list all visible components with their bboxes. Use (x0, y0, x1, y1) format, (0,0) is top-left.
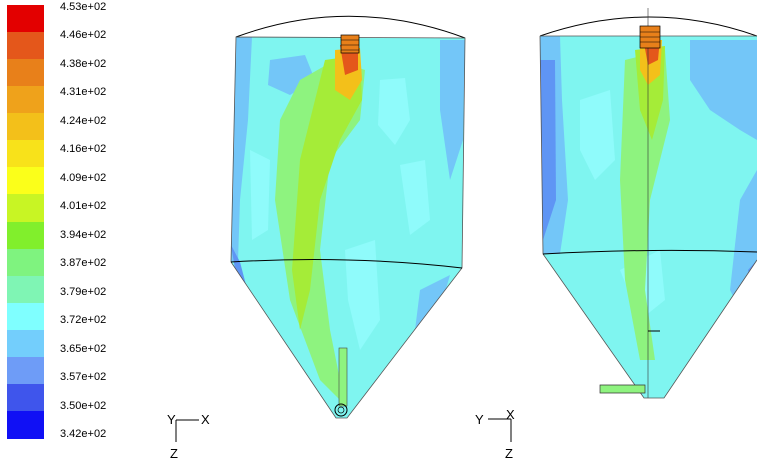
legend-swatch (7, 194, 44, 223)
legend-swatch (7, 302, 44, 331)
legend-label: 3.50e+02 (60, 400, 107, 412)
legend-label: 4.46e+02 (60, 29, 107, 41)
vessel-left-outlet-pipe (334, 347, 348, 417)
legend-label: 3.65e+02 (60, 343, 107, 355)
legend-label: 4.01e+02 (60, 200, 107, 212)
vessel-right-contour (540, 36, 757, 398)
axis-y-label: Y (475, 412, 484, 427)
legend-label: 3.94e+02 (60, 229, 107, 241)
legend-swatch (7, 221, 44, 250)
legend-swatch (7, 140, 44, 168)
legend-swatch (7, 113, 44, 141)
vessel-left-contour (231, 37, 465, 418)
vessel-right (539, 8, 757, 399)
color-legend: 4.53e+02 4.46e+02 4.38e+02 4.31e+02 4.24… (0, 0, 160, 463)
legend-swatch (7, 329, 44, 358)
legend-swatch (7, 410, 44, 439)
legend-swatch (7, 59, 44, 87)
legend-swatch (7, 5, 44, 33)
legend-swatch (7, 383, 44, 412)
axis-z-label: Z (505, 446, 513, 461)
vessel-right-outlet-pipe (599, 330, 660, 394)
legend-label: 3.42e+02 (60, 428, 107, 440)
axis-z-label: Z (170, 446, 178, 461)
legend-label: 4.24e+02 (60, 115, 107, 127)
legend-swatch (7, 167, 44, 196)
vessel-left-cone-seam (230, 259, 463, 269)
vessel-left-nozzle (340, 34, 360, 54)
legend-label: 3.87e+02 (60, 257, 107, 269)
vessel-right-cone-seam (542, 249, 757, 255)
legend-label: 4.16e+02 (60, 143, 107, 155)
legend-label: 4.31e+02 (60, 86, 107, 98)
vessel-left (230, 15, 466, 419)
legend-swatch (7, 275, 44, 304)
legend-label: 3.72e+02 (60, 314, 107, 326)
legend-swatch (7, 86, 44, 114)
legend-swatch (7, 248, 44, 277)
legend-swatch (7, 32, 44, 60)
axis-triad-right: Y X Z (475, 407, 515, 461)
vessel-right-dome (539, 16, 757, 37)
vessel-left-dome (235, 15, 466, 39)
legend-label: 4.53e+02 (60, 1, 107, 13)
legend-label: 4.38e+02 (60, 58, 107, 70)
legend-swatch (7, 356, 44, 385)
legend-label: 3.57e+02 (60, 371, 107, 383)
axis-triad-left: Y X Z (167, 412, 210, 461)
axis-y-label: Y (167, 412, 176, 427)
legend-label: 4.09e+02 (60, 172, 107, 184)
legend-label: 3.79e+02 (60, 286, 107, 298)
axis-x-label: X (201, 412, 210, 427)
vessel-right-nozzle (639, 25, 661, 49)
axis-x-label: X (506, 407, 515, 422)
